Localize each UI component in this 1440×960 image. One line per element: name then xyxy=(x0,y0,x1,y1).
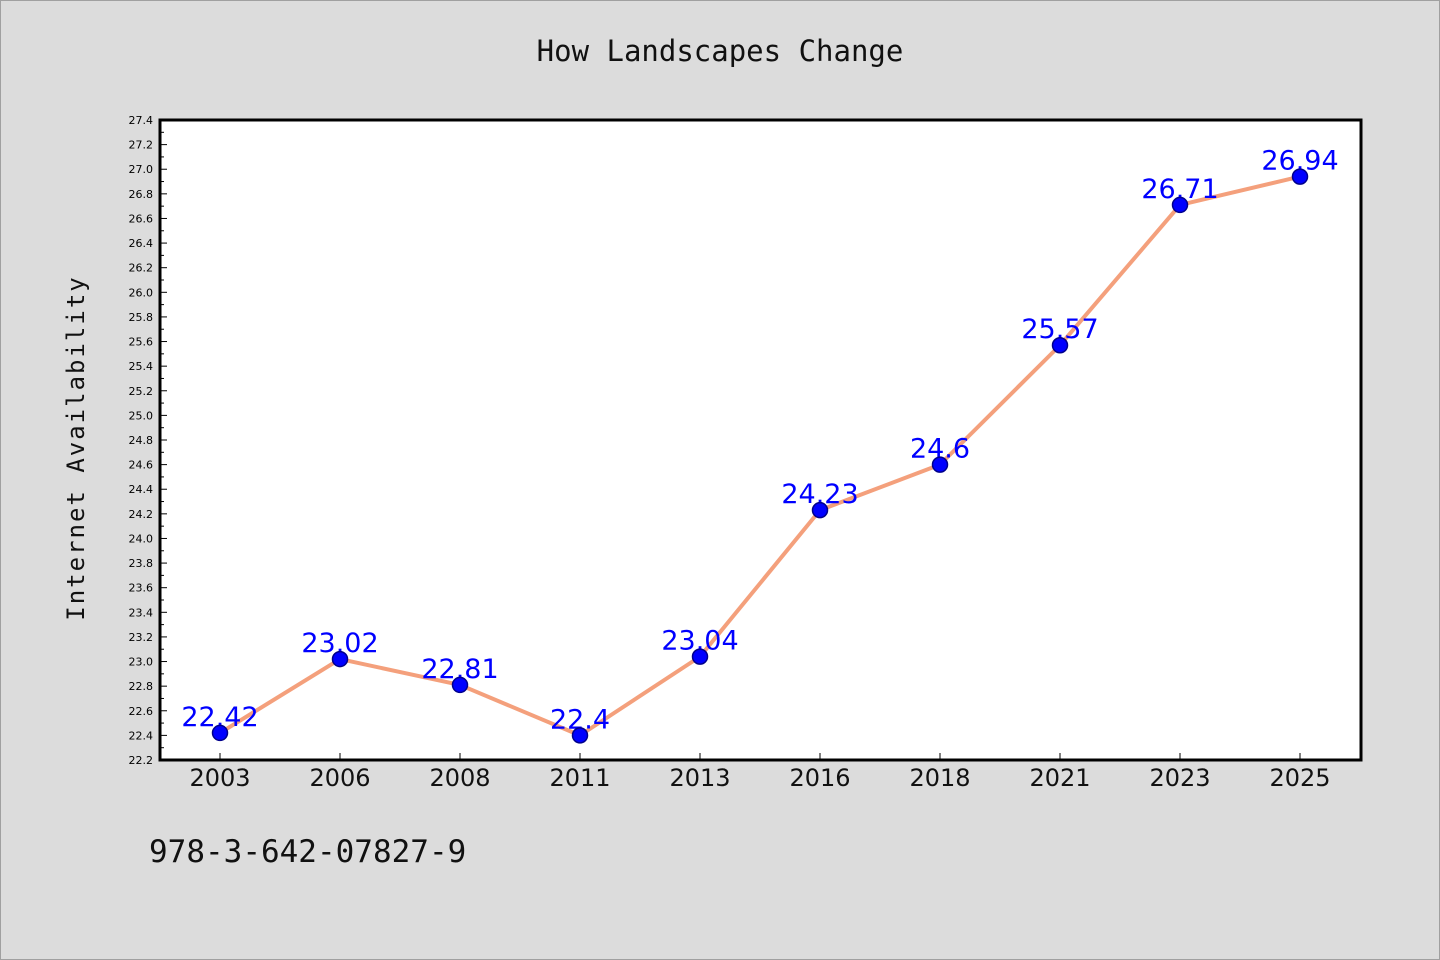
series-line xyxy=(218,174,1302,738)
data-point xyxy=(571,727,589,744)
data-point xyxy=(1291,168,1309,185)
data-point xyxy=(811,501,829,519)
y-tick-label: 25.6 xyxy=(129,336,154,349)
data-point xyxy=(211,724,229,742)
y-tick-label: 25.0 xyxy=(129,409,154,422)
x-tick-label: 2025 xyxy=(1269,764,1330,792)
data-point xyxy=(931,456,949,473)
data-point xyxy=(451,676,469,694)
y-tick-label: 26.4 xyxy=(129,237,154,250)
x-tick-label: 2003 xyxy=(189,764,250,792)
y-tick-label: 25.8 xyxy=(129,311,154,324)
data-point xyxy=(331,650,349,668)
y-tick-label: 22.4 xyxy=(129,729,154,742)
y-tick-label: 23.8 xyxy=(129,557,154,570)
y-tick-label: 24.6 xyxy=(129,459,154,472)
y-tick-label: 24.4 xyxy=(129,483,154,496)
x-tick-label: 2006 xyxy=(309,764,370,792)
y-tick-label: 27.4 xyxy=(129,114,154,127)
y-tick-label: 26.8 xyxy=(129,188,154,201)
footer-code: 978-3-642-07827-9 xyxy=(149,834,467,870)
y-tick-label: 27.2 xyxy=(129,139,154,152)
y-tick-label: 25.4 xyxy=(129,360,154,373)
y-tick-label: 25.2 xyxy=(129,385,154,398)
y-tick-label: 24.8 xyxy=(129,434,154,447)
y-tick-label: 27.0 xyxy=(129,163,154,176)
y-tick-label: 22.2 xyxy=(129,754,154,767)
x-tick-label: 2021 xyxy=(1029,764,1090,792)
y-tick-label: 24.0 xyxy=(129,532,154,545)
y-tick-label: 22.6 xyxy=(129,705,154,718)
x-tick-label: 2018 xyxy=(909,764,970,792)
data-point xyxy=(691,648,709,665)
y-tick-label: 23.4 xyxy=(129,606,154,619)
y-tick-label: 23.6 xyxy=(129,582,154,595)
y-tick-label: 26.0 xyxy=(129,286,154,299)
x-tick-label: 2008 xyxy=(429,764,490,792)
y-tick-label: 26.2 xyxy=(129,262,154,275)
y-tick-label: 24.2 xyxy=(129,508,154,521)
y-tick-label: 26.6 xyxy=(129,212,154,225)
chart-title: How Landscapes Change xyxy=(536,34,904,68)
x-tick-label: 2023 xyxy=(1149,764,1210,792)
y-tick-label: 23.2 xyxy=(129,631,154,644)
y-tick-label: 22.8 xyxy=(129,680,154,693)
x-tick-label: 2011 xyxy=(549,764,610,792)
plot-frame xyxy=(158,118,1363,762)
x-tick-label: 2013 xyxy=(669,764,730,792)
data-point xyxy=(1171,196,1189,214)
data-point xyxy=(1051,336,1069,354)
y-tick-label: 23.0 xyxy=(129,656,154,669)
x-tick-label: 2016 xyxy=(789,764,850,792)
